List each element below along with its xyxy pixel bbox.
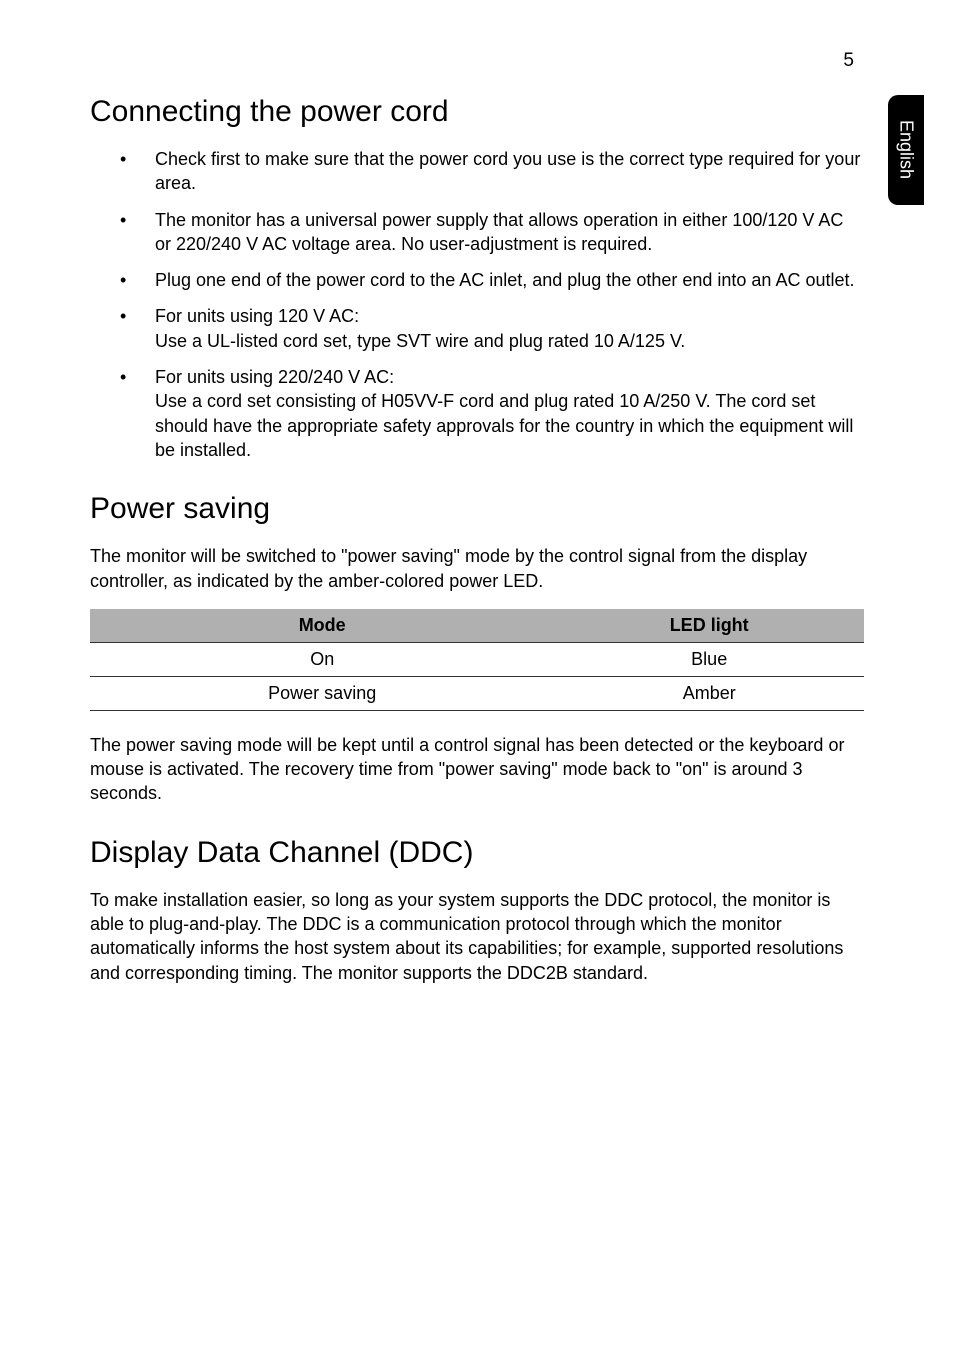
paragraph: The power saving mode will be kept until… xyxy=(90,733,864,806)
table-row: On Blue xyxy=(90,642,864,676)
table-cell: On xyxy=(90,642,554,676)
table-header: Mode xyxy=(90,609,554,643)
table-header-row: Mode LED light xyxy=(90,609,864,643)
list-item: Check first to make sure that the power … xyxy=(120,147,864,196)
power-saving-table: Mode LED light On Blue Power saving Ambe… xyxy=(90,609,864,711)
bullets-connecting-power: Check first to make sure that the power … xyxy=(120,147,864,462)
table-cell: Blue xyxy=(554,642,864,676)
list-item: For units using 220/240 V AC:Use a cord … xyxy=(120,365,864,462)
table-header: LED light xyxy=(554,609,864,643)
page-number: 5 xyxy=(843,50,854,72)
heading-ddc: Display Data Channel (DDC) xyxy=(90,836,864,870)
table-row: Power saving Amber xyxy=(90,676,864,710)
paragraph: The monitor will be switched to "power s… xyxy=(90,544,864,593)
heading-power-saving: Power saving xyxy=(90,492,864,526)
list-item: For units using 120 V AC:Use a UL-listed… xyxy=(120,304,864,353)
page-content: Connecting the power cord Check first to… xyxy=(90,95,864,985)
table-cell: Amber xyxy=(554,676,864,710)
paragraph: To make installation easier, so long as … xyxy=(90,888,864,985)
heading-connecting-power: Connecting the power cord xyxy=(90,95,864,129)
table-cell: Power saving xyxy=(90,676,554,710)
language-tab: English xyxy=(888,95,924,205)
list-item: Plug one end of the power cord to the AC… xyxy=(120,268,864,292)
list-item: The monitor has a universal power supply… xyxy=(120,208,864,257)
